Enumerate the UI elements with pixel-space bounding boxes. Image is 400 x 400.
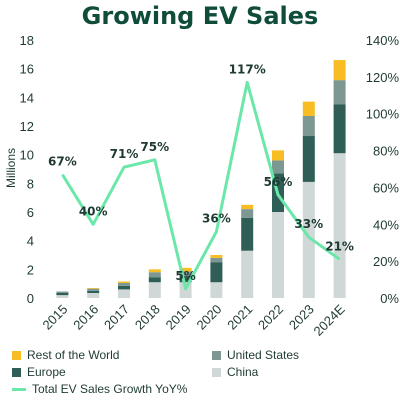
bar-segment-rest-of-the-world <box>148 269 161 273</box>
bar-segment-china <box>241 250 254 298</box>
y2-tick-label: 100% <box>366 107 400 122</box>
y-tick-label: 2 <box>27 262 34 277</box>
legend-item-europe: Europe <box>12 365 66 379</box>
bar-segment-europe <box>87 290 100 293</box>
legend-swatch-growth <box>12 387 26 391</box>
y2-tick-label: 80% <box>373 144 399 159</box>
growth-line-path <box>61 80 341 291</box>
legend-swatch-united-states <box>212 350 221 360</box>
legend-swatch-europe <box>12 367 21 377</box>
bar-segment-china <box>302 181 315 298</box>
bar-segment-rest-of-the-world <box>302 101 315 116</box>
legend-item-rest-of-world: Rest of the World <box>12 348 119 362</box>
bar-segment-rest-of-the-world <box>87 287 100 289</box>
growth-label: 67% <box>48 155 77 169</box>
chart-title: Growing EV Sales <box>81 2 319 30</box>
bar-segment-china <box>56 295 69 298</box>
bar-segment-rest-of-the-world <box>210 255 223 258</box>
y-tick-label: 0 <box>27 291 34 306</box>
bar-segment-united-states <box>241 209 254 218</box>
bar-segment-europe <box>118 285 130 290</box>
legend-label-growth: Total EV Sales Growth YoY% <box>32 382 188 396</box>
legend-swatch-rest-of-world <box>12 350 21 360</box>
bar-segment-europe <box>333 104 346 154</box>
bar-segment-united-states <box>210 257 223 263</box>
x-axis-labels: 2015 2016 2017 2018 2019 2020 2021 2022 20232024… <box>39 301 347 338</box>
bar-segment-united-states <box>118 282 130 286</box>
bar-segment-rest-of-the-world <box>241 204 254 210</box>
x-tick-label: 2018 <box>132 302 163 333</box>
legend-item-growth: Total EV Sales Growth YoY% <box>12 382 187 396</box>
legend-label-united-states: United States <box>227 348 300 362</box>
y2-tick-label: 140% <box>366 33 400 48</box>
bar-segment-rest-of-the-world <box>179 267 192 272</box>
growth-labels: 67% 40% 71%75% 5% 36% 117% 56% 33%21% <box>48 62 354 282</box>
right-axis: 0% 20% 40% 60% 80% 100% 120% 140% <box>366 33 400 306</box>
bar-segment-china <box>87 292 100 298</box>
growth-label: 71% <box>110 147 139 161</box>
growth-label: 40% <box>79 204 108 218</box>
growth-label: 56% <box>264 175 293 189</box>
y-tick-label: 14 <box>20 90 34 105</box>
bar-segment-europe <box>56 292 69 296</box>
bar-segment-europe <box>210 262 223 283</box>
x-tick-label: 2016 <box>70 302 101 333</box>
growth-label: 117% <box>229 62 266 76</box>
bar-segment-rest-of-the-world <box>272 150 284 161</box>
x-tick-label: 2024E <box>311 301 348 338</box>
bar-segment-united-states <box>179 271 192 276</box>
bar-segment-united-states <box>302 115 315 137</box>
growth-label: 33% <box>294 217 323 231</box>
x-tick-label: 2022 <box>255 302 286 333</box>
legend-label-europe: Europe <box>27 365 66 379</box>
growth-label: 36% <box>202 212 231 226</box>
y2-tick-label: 20% <box>373 254 399 269</box>
bar-segment-china <box>210 282 223 298</box>
legend-item-united-states: United States <box>212 348 299 362</box>
growth-label: 21% <box>325 239 354 253</box>
bar-segment-europe <box>302 136 315 182</box>
y-tick-label: 4 <box>27 234 34 249</box>
bar-segment-china <box>333 153 346 298</box>
bar-segment-china <box>118 289 130 298</box>
y-axis-title: Millions <box>4 148 18 188</box>
y-tick-label: 18 <box>20 33 34 48</box>
y-tick-label: 8 <box>27 176 34 191</box>
bar-segment-china <box>272 212 284 298</box>
legend-label-china: China <box>227 365 259 379</box>
x-tick-label: 2020 <box>193 302 224 333</box>
bar-segment-rest-of-the-world <box>333 60 346 81</box>
y2-tick-label: 120% <box>366 70 400 85</box>
y2-tick-label: 60% <box>373 180 399 195</box>
bar-segment-europe <box>148 277 161 283</box>
bar-segment-united-states <box>272 160 284 174</box>
growth-label: 75% <box>140 140 169 154</box>
y2-tick-label: 40% <box>373 217 399 232</box>
legend-label-rest-of-world: Rest of the World <box>27 348 120 362</box>
x-tick-label: 2019 <box>163 302 194 333</box>
bar-segment-united-states <box>148 272 161 278</box>
y-tick-label: 10 <box>20 148 34 163</box>
growth-label: 5% <box>175 269 195 283</box>
y-tick-label: 6 <box>27 205 34 220</box>
bar-segment-china <box>148 282 161 298</box>
y-tick-label: 16 <box>20 62 34 77</box>
legend-swatch-china <box>212 367 221 377</box>
bar-segment-europe <box>179 275 192 283</box>
bar-segment-united-states <box>56 291 69 293</box>
x-tick-label: 2015 <box>39 302 70 333</box>
left-axis: 0 2 4 6 8 10 12 14 16 18 <box>20 33 34 306</box>
bar-segment-rest-of-the-world <box>118 281 130 283</box>
legend-item-china: China <box>212 365 258 379</box>
bar-segment-europe <box>241 217 254 251</box>
bar-segment-united-states <box>333 80 346 105</box>
bar-segment-united-states <box>87 288 100 291</box>
y-tick-label: 12 <box>20 119 34 134</box>
growth-line <box>61 80 341 291</box>
y2-tick-label: 0% <box>380 291 399 306</box>
x-tick-label: 2021 <box>224 302 255 333</box>
x-tick-label: 2017 <box>101 302 132 333</box>
